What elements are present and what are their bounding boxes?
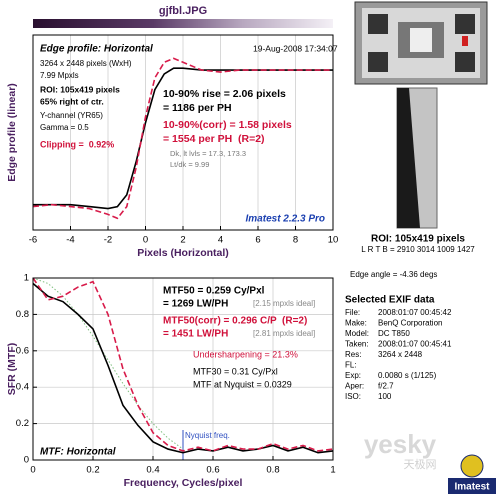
exif-value: 2008:01:07 00:45:42 (378, 308, 452, 317)
annotation: = 1269 LW/PH (163, 299, 228, 310)
plot-frame (32, 277, 334, 461)
plot-area (33, 278, 333, 460)
y-tick-label: 0.2 (16, 418, 29, 429)
y-axis-label: Edge profile (linear) (6, 83, 18, 182)
roi-image (396, 87, 438, 229)
exif-value: 0.0080 s (1/125) (378, 371, 437, 380)
annotation: = 1186 per PH (163, 102, 232, 114)
series-line (32, 57, 333, 220)
exif-value: 100 (378, 392, 392, 401)
exif-label: Make: (345, 319, 367, 328)
x-tick-label: 2 (180, 235, 185, 246)
exif-label: File: (345, 308, 360, 317)
annotation: Y-channel (YR65) (40, 111, 103, 120)
x-tick-label: 8 (293, 235, 298, 246)
x-tick-label: -6 (29, 235, 37, 246)
x-tick-label: 10 (328, 235, 339, 246)
annotation: Lt/dk = 9.99 (170, 160, 209, 169)
exif-value: 3264 x 2448 (378, 350, 423, 359)
thumbnail (354, 1, 488, 85)
x-axis-label: Frequency, Cycles/pixel (124, 477, 243, 489)
plot-frame (32, 34, 334, 231)
y-tick-label: 0 (24, 455, 29, 466)
x-tick-label: 0.2 (86, 465, 99, 476)
x-tick-label: 0.4 (146, 465, 159, 476)
exif-value: 2008:01:07 00:45:41 (378, 340, 452, 349)
exif-label: ISO: (345, 392, 361, 401)
annotation: = 1554 per PH (R=2) (163, 133, 265, 145)
y-tick-label: 1 (24, 273, 29, 284)
x-tick-label: -4 (66, 235, 74, 246)
page-title: gjfbl.JPG (159, 5, 207, 17)
exif-table: File: 2008:01:07 00:45:42 Make: BenQ Corpor… (345, 308, 452, 401)
annotation: 65% right of ctr. (40, 96, 104, 106)
x-tick-label: 1 (330, 465, 335, 476)
x-tick-label: 4 (218, 235, 223, 246)
y-axis-label: SFR (MTF) (6, 343, 18, 396)
annotation: MTF30 = 0.31 Cy/Pxl (193, 366, 278, 376)
y-tick-label: 0.4 (16, 382, 29, 393)
annotation: [2.15 mpxls ideal] (253, 299, 315, 308)
x-tick-label: 6 (255, 235, 260, 246)
x-axis-label: Pixels (Horizontal) (137, 247, 229, 259)
annotation: = 1451 LW/PH (163, 329, 228, 340)
edge-angle: Edge angle = -4.36 degs (350, 270, 437, 279)
series-line (32, 282, 334, 454)
exif-label: Taken: (345, 340, 369, 349)
exif-value: BenQ Corporation (378, 319, 442, 328)
gradient-bar (33, 19, 333, 28)
annotation: Gamma = 0.5 (40, 123, 89, 132)
annotation: MTF50 = 0.259 Cy/Pxl (163, 286, 265, 297)
exif-label: Exp: (345, 371, 361, 380)
logo: Imatest (448, 454, 496, 494)
annotation: [2.81 mpxls ideal] (253, 329, 315, 338)
y-tick-label: 0.8 (16, 309, 29, 320)
annotation: Undersharpening = 21.3% (193, 349, 298, 359)
x-tick-label: 0 (143, 235, 148, 246)
logo-text: Imatest (454, 482, 490, 493)
annotation: 10-90%(corr) = 1.58 pixels (163, 119, 292, 131)
annotation: 19-Aug-2008 17:34:07 (253, 43, 338, 53)
series-line (32, 277, 184, 450)
nyquist-label: Nyquist freq. (185, 431, 230, 440)
series-line (32, 277, 334, 452)
roi-coords: L R T B = 2910 3014 1009 1427 (361, 245, 475, 254)
annotation: MTF: Horizontal (40, 447, 116, 458)
x-tick-label: 0.6 (206, 465, 219, 476)
y-tick-label: 0.6 (16, 345, 29, 356)
exif-label: FL: (345, 361, 357, 370)
exif-label: Model: (345, 329, 369, 338)
annotation: MTF50(corr) = 0.296 C/P (R=2) (163, 316, 307, 327)
roi-title: ROI: 105x419 pixels (371, 234, 465, 245)
x-tick-label: 0.8 (266, 465, 279, 476)
annotation: 7.99 Mpxls (40, 71, 79, 80)
annotation: ROI: 105x419 pixels (40, 84, 120, 94)
annotation: 10-90% rise = 2.06 pixels (163, 88, 286, 100)
exif-label: Res: (345, 350, 361, 359)
exif-value: f/2.7 (378, 382, 394, 391)
annotation: MTF at Nyquist = 0.0329 (193, 379, 292, 389)
exif-label: Aper: (345, 382, 364, 391)
exif-value: DC T850 (378, 329, 410, 338)
annotation: Clipping = 0.92% (40, 139, 114, 149)
annotation: 3264 x 2448 pixels (WxH) (40, 59, 132, 68)
x-tick-label: 0 (30, 465, 35, 476)
annotation: Edge profile: Horizontal (40, 44, 153, 55)
watermark-sub: 天极网 (404, 457, 437, 471)
annotation: Dk, lt lvls = 17.3, 173.3 (170, 149, 246, 158)
exif-title: Selected EXIF data (345, 295, 435, 306)
watermark: yesky (364, 429, 437, 459)
x-tick-label: -2 (104, 235, 112, 246)
annotation: Imatest 2.2.3 Pro (246, 214, 325, 225)
